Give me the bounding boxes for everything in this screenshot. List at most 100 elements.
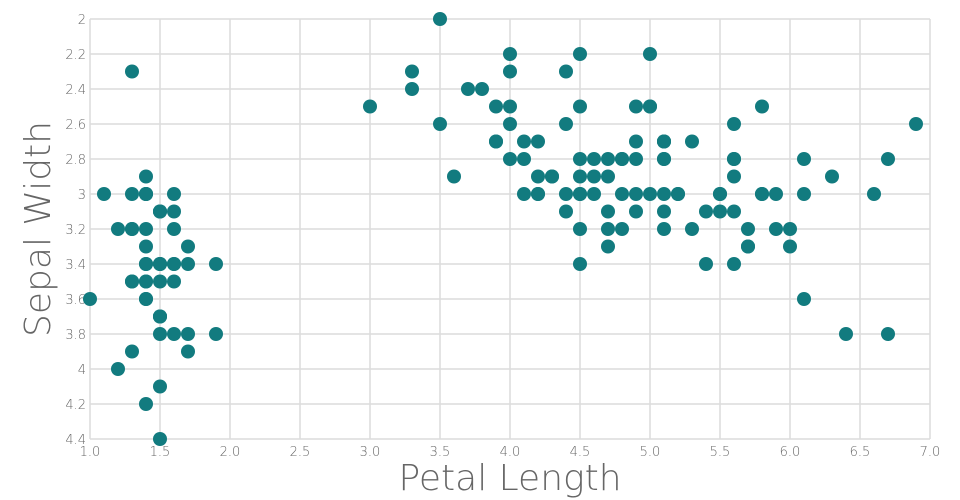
data-point bbox=[657, 204, 671, 219]
data-point bbox=[503, 47, 517, 61]
data-point bbox=[517, 152, 531, 166]
data-point bbox=[881, 327, 895, 341]
data-point bbox=[601, 169, 615, 184]
data-point bbox=[125, 64, 139, 79]
data-point bbox=[531, 134, 545, 149]
data-point bbox=[699, 204, 713, 219]
data-point bbox=[447, 169, 461, 184]
data-point bbox=[181, 257, 195, 271]
data-point bbox=[615, 187, 629, 201]
data-point bbox=[209, 327, 223, 341]
data-point bbox=[125, 187, 139, 201]
y-tick-label: 4.2 bbox=[65, 398, 86, 413]
data-point bbox=[559, 187, 573, 201]
data-point bbox=[839, 327, 853, 341]
data-point bbox=[699, 257, 713, 271]
data-point bbox=[601, 204, 615, 219]
data-point bbox=[727, 169, 741, 184]
data-point bbox=[643, 47, 657, 61]
data-point bbox=[755, 187, 769, 201]
data-point bbox=[531, 187, 545, 201]
data-point bbox=[769, 222, 783, 236]
data-point bbox=[629, 134, 643, 149]
data-point bbox=[139, 274, 153, 289]
data-point bbox=[783, 239, 797, 254]
data-point bbox=[167, 327, 181, 341]
y-tick-label: 2.6 bbox=[65, 118, 86, 133]
data-point bbox=[153, 204, 167, 219]
data-point bbox=[153, 257, 167, 271]
data-point bbox=[657, 134, 671, 149]
data-point bbox=[167, 204, 181, 219]
y-tick-label: 3.6 bbox=[65, 293, 86, 308]
data-point bbox=[867, 187, 881, 201]
data-point bbox=[587, 152, 601, 166]
y-tick-label: 3.4 bbox=[65, 258, 86, 273]
data-point bbox=[475, 82, 489, 96]
data-point bbox=[517, 187, 531, 201]
data-point bbox=[181, 327, 195, 341]
data-point bbox=[461, 82, 475, 96]
data-point bbox=[573, 257, 587, 271]
data-point bbox=[657, 222, 671, 236]
y-tick-label: 2.2 bbox=[65, 48, 86, 63]
x-tick-label: 2.0 bbox=[220, 445, 241, 460]
data-point bbox=[573, 152, 587, 166]
data-point bbox=[685, 222, 699, 236]
data-point bbox=[181, 344, 195, 359]
data-point bbox=[111, 222, 125, 236]
data-point bbox=[139, 257, 153, 271]
data-point bbox=[433, 12, 447, 26]
y-axis-ticks: 2 2.2 2.4 2.6 2.8 3 3.2 3.4 3.6 3.8 4 4.2 4.4 bbox=[65, 13, 86, 448]
data-point bbox=[755, 99, 769, 114]
data-point bbox=[741, 239, 755, 254]
data-point bbox=[503, 99, 517, 114]
x-axis-title: Petal Length bbox=[398, 458, 621, 499]
data-point bbox=[587, 169, 601, 184]
data-point bbox=[489, 99, 503, 114]
data-point bbox=[167, 222, 181, 236]
data-point bbox=[601, 222, 615, 236]
grid bbox=[89, 18, 931, 440]
y-tick-label: 3.8 bbox=[65, 328, 86, 343]
data-point bbox=[559, 64, 573, 79]
data-point bbox=[769, 187, 783, 201]
y-tick-label: 4.4 bbox=[65, 433, 86, 448]
data-point bbox=[153, 327, 167, 341]
data-point bbox=[559, 117, 573, 131]
data-point bbox=[125, 222, 139, 236]
data-point bbox=[111, 362, 125, 376]
x-tick-label: 5.5 bbox=[710, 445, 731, 460]
data-point bbox=[531, 169, 545, 184]
data-point bbox=[797, 292, 811, 306]
data-point bbox=[727, 152, 741, 166]
data-point bbox=[153, 379, 167, 394]
y-tick-label: 2.4 bbox=[65, 83, 86, 98]
data-point bbox=[181, 239, 195, 254]
x-tick-label: 4.0 bbox=[500, 445, 521, 460]
data-point bbox=[503, 152, 517, 166]
data-point bbox=[139, 187, 153, 201]
data-point bbox=[167, 187, 181, 201]
y-tick-label: 3.2 bbox=[65, 223, 86, 238]
x-tick-label: 5.0 bbox=[640, 445, 661, 460]
x-tick-label: 7.0 bbox=[920, 445, 941, 460]
data-point bbox=[153, 309, 167, 324]
data-point bbox=[797, 187, 811, 201]
data-point bbox=[125, 274, 139, 289]
data-point bbox=[405, 82, 419, 96]
data-point bbox=[573, 47, 587, 61]
data-point bbox=[587, 187, 601, 201]
y-tick-label: 4 bbox=[78, 363, 86, 378]
x-tick-label: 2.5 bbox=[290, 445, 311, 460]
data-point bbox=[433, 117, 447, 131]
x-tick-label: 4.5 bbox=[570, 445, 591, 460]
data-point bbox=[713, 187, 727, 201]
data-point bbox=[601, 152, 615, 166]
data-point bbox=[741, 222, 755, 236]
data-points bbox=[83, 12, 923, 446]
data-point bbox=[153, 274, 167, 289]
data-point bbox=[83, 292, 97, 306]
data-point bbox=[671, 187, 685, 201]
data-point bbox=[615, 222, 629, 236]
